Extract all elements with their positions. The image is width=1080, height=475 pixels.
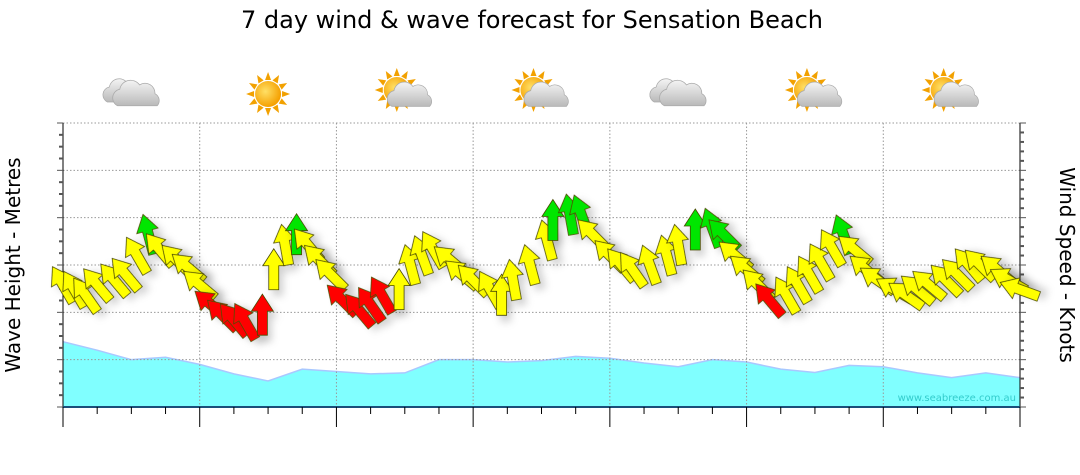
sun-ray bbox=[924, 94, 934, 101]
partly-cloudy-icon bbox=[511, 68, 569, 112]
cloud-shape bbox=[659, 79, 707, 107]
wind-arrow bbox=[125, 236, 152, 276]
cloud-body bbox=[659, 79, 707, 107]
wind-arrow bbox=[345, 293, 377, 330]
sun-ray bbox=[514, 94, 523, 101]
wind-arrow bbox=[83, 268, 115, 304]
sun-ray bbox=[537, 70, 545, 80]
wind-arrow bbox=[930, 264, 965, 299]
sun-shape bbox=[246, 72, 291, 116]
wind-arrow bbox=[358, 286, 387, 325]
cloud-body bbox=[797, 81, 843, 107]
sun-disc bbox=[255, 81, 282, 107]
sun-ray bbox=[921, 87, 930, 93]
cloud-body bbox=[112, 79, 160, 107]
cloud-shape bbox=[523, 81, 569, 107]
sun-ray bbox=[787, 79, 797, 86]
sun-ray bbox=[940, 68, 947, 76]
wave-height-line bbox=[62, 340, 1021, 382]
wind-arrow bbox=[820, 229, 847, 269]
sun-ray bbox=[511, 87, 520, 93]
cloud-body bbox=[386, 81, 432, 107]
sun-ray bbox=[272, 74, 280, 84]
wind-arrow bbox=[755, 283, 787, 320]
sun-ray bbox=[265, 72, 272, 80]
wind-arrow bbox=[73, 277, 102, 316]
sun-ray bbox=[257, 74, 264, 84]
wind-arrow bbox=[100, 263, 132, 300]
right-axis-label: Wind Speed - Knots bbox=[1055, 167, 1079, 363]
chart-title: 7 day wind & wave forecast for Sensation… bbox=[241, 6, 823, 34]
sun-ray bbox=[257, 104, 264, 114]
sun-ray bbox=[924, 79, 934, 86]
sun-ray bbox=[948, 70, 955, 80]
sun-ray bbox=[265, 108, 272, 116]
sun-ray bbox=[272, 104, 280, 114]
sun-ray bbox=[784, 87, 793, 93]
sun-ray bbox=[787, 94, 797, 101]
wind-arrow bbox=[620, 251, 649, 290]
partly-cloudy-icon bbox=[921, 68, 979, 112]
wind-arrow bbox=[999, 277, 1042, 302]
wind-arrow bbox=[111, 257, 143, 294]
sun-ray bbox=[803, 68, 810, 76]
sunny-icon bbox=[246, 72, 291, 116]
cloudy-icon bbox=[102, 78, 160, 107]
wind-arrow bbox=[387, 267, 411, 311]
wind-arrow bbox=[774, 276, 802, 316]
wind-arrow bbox=[941, 259, 976, 293]
sun-ray bbox=[811, 70, 818, 80]
wind-arrow bbox=[262, 247, 286, 291]
partly-cloudy-icon bbox=[784, 68, 843, 112]
cloudy-icon bbox=[649, 78, 707, 107]
sun-ray bbox=[249, 83, 258, 90]
wind-arrow bbox=[637, 244, 662, 287]
cloud-shape bbox=[112, 79, 160, 107]
sun-ray bbox=[278, 98, 288, 105]
cloud-body bbox=[933, 81, 979, 107]
wind-arrow bbox=[500, 258, 524, 302]
left-axis-label: Wave Height - Metres bbox=[1, 157, 25, 372]
wind-arrow bbox=[912, 270, 948, 303]
cloud-shape bbox=[386, 81, 432, 107]
sun-ray bbox=[932, 70, 940, 80]
wind-arrow bbox=[489, 273, 514, 316]
sun-ray bbox=[393, 68, 400, 76]
wind-arrow bbox=[683, 208, 708, 251]
sun-ray bbox=[514, 79, 523, 86]
cloud-shape bbox=[933, 81, 979, 107]
sun-ray bbox=[377, 79, 387, 86]
wind-arrow bbox=[315, 259, 349, 293]
sun-ray bbox=[282, 91, 291, 97]
wind-arrow bbox=[797, 255, 825, 295]
sun-ray bbox=[249, 98, 258, 105]
cloud-body bbox=[523, 81, 569, 107]
sun-ray bbox=[385, 70, 393, 80]
wind-arrow bbox=[541, 198, 565, 241]
wind-arrow bbox=[517, 244, 541, 287]
wind-arrow bbox=[785, 266, 813, 306]
partly-cloudy-icon bbox=[374, 68, 432, 112]
wind-arrow bbox=[808, 243, 836, 283]
watermark: www.seabreeze.com.au bbox=[898, 393, 1016, 404]
sun-ray bbox=[278, 83, 288, 90]
sun-ray bbox=[246, 91, 255, 97]
sun-ray bbox=[795, 70, 803, 80]
sun-ray bbox=[522, 70, 530, 80]
sun-ray bbox=[374, 87, 383, 93]
sun-ray bbox=[401, 70, 408, 80]
wind-arrow bbox=[666, 223, 690, 267]
sun-ray bbox=[377, 94, 387, 101]
plot-area bbox=[51, 68, 1042, 427]
sun-ray bbox=[530, 68, 537, 76]
wind-arrow bbox=[272, 223, 297, 267]
wave-height-area bbox=[63, 341, 1020, 407]
cloud-shape bbox=[797, 81, 843, 107]
wind-arrow bbox=[250, 293, 275, 336]
